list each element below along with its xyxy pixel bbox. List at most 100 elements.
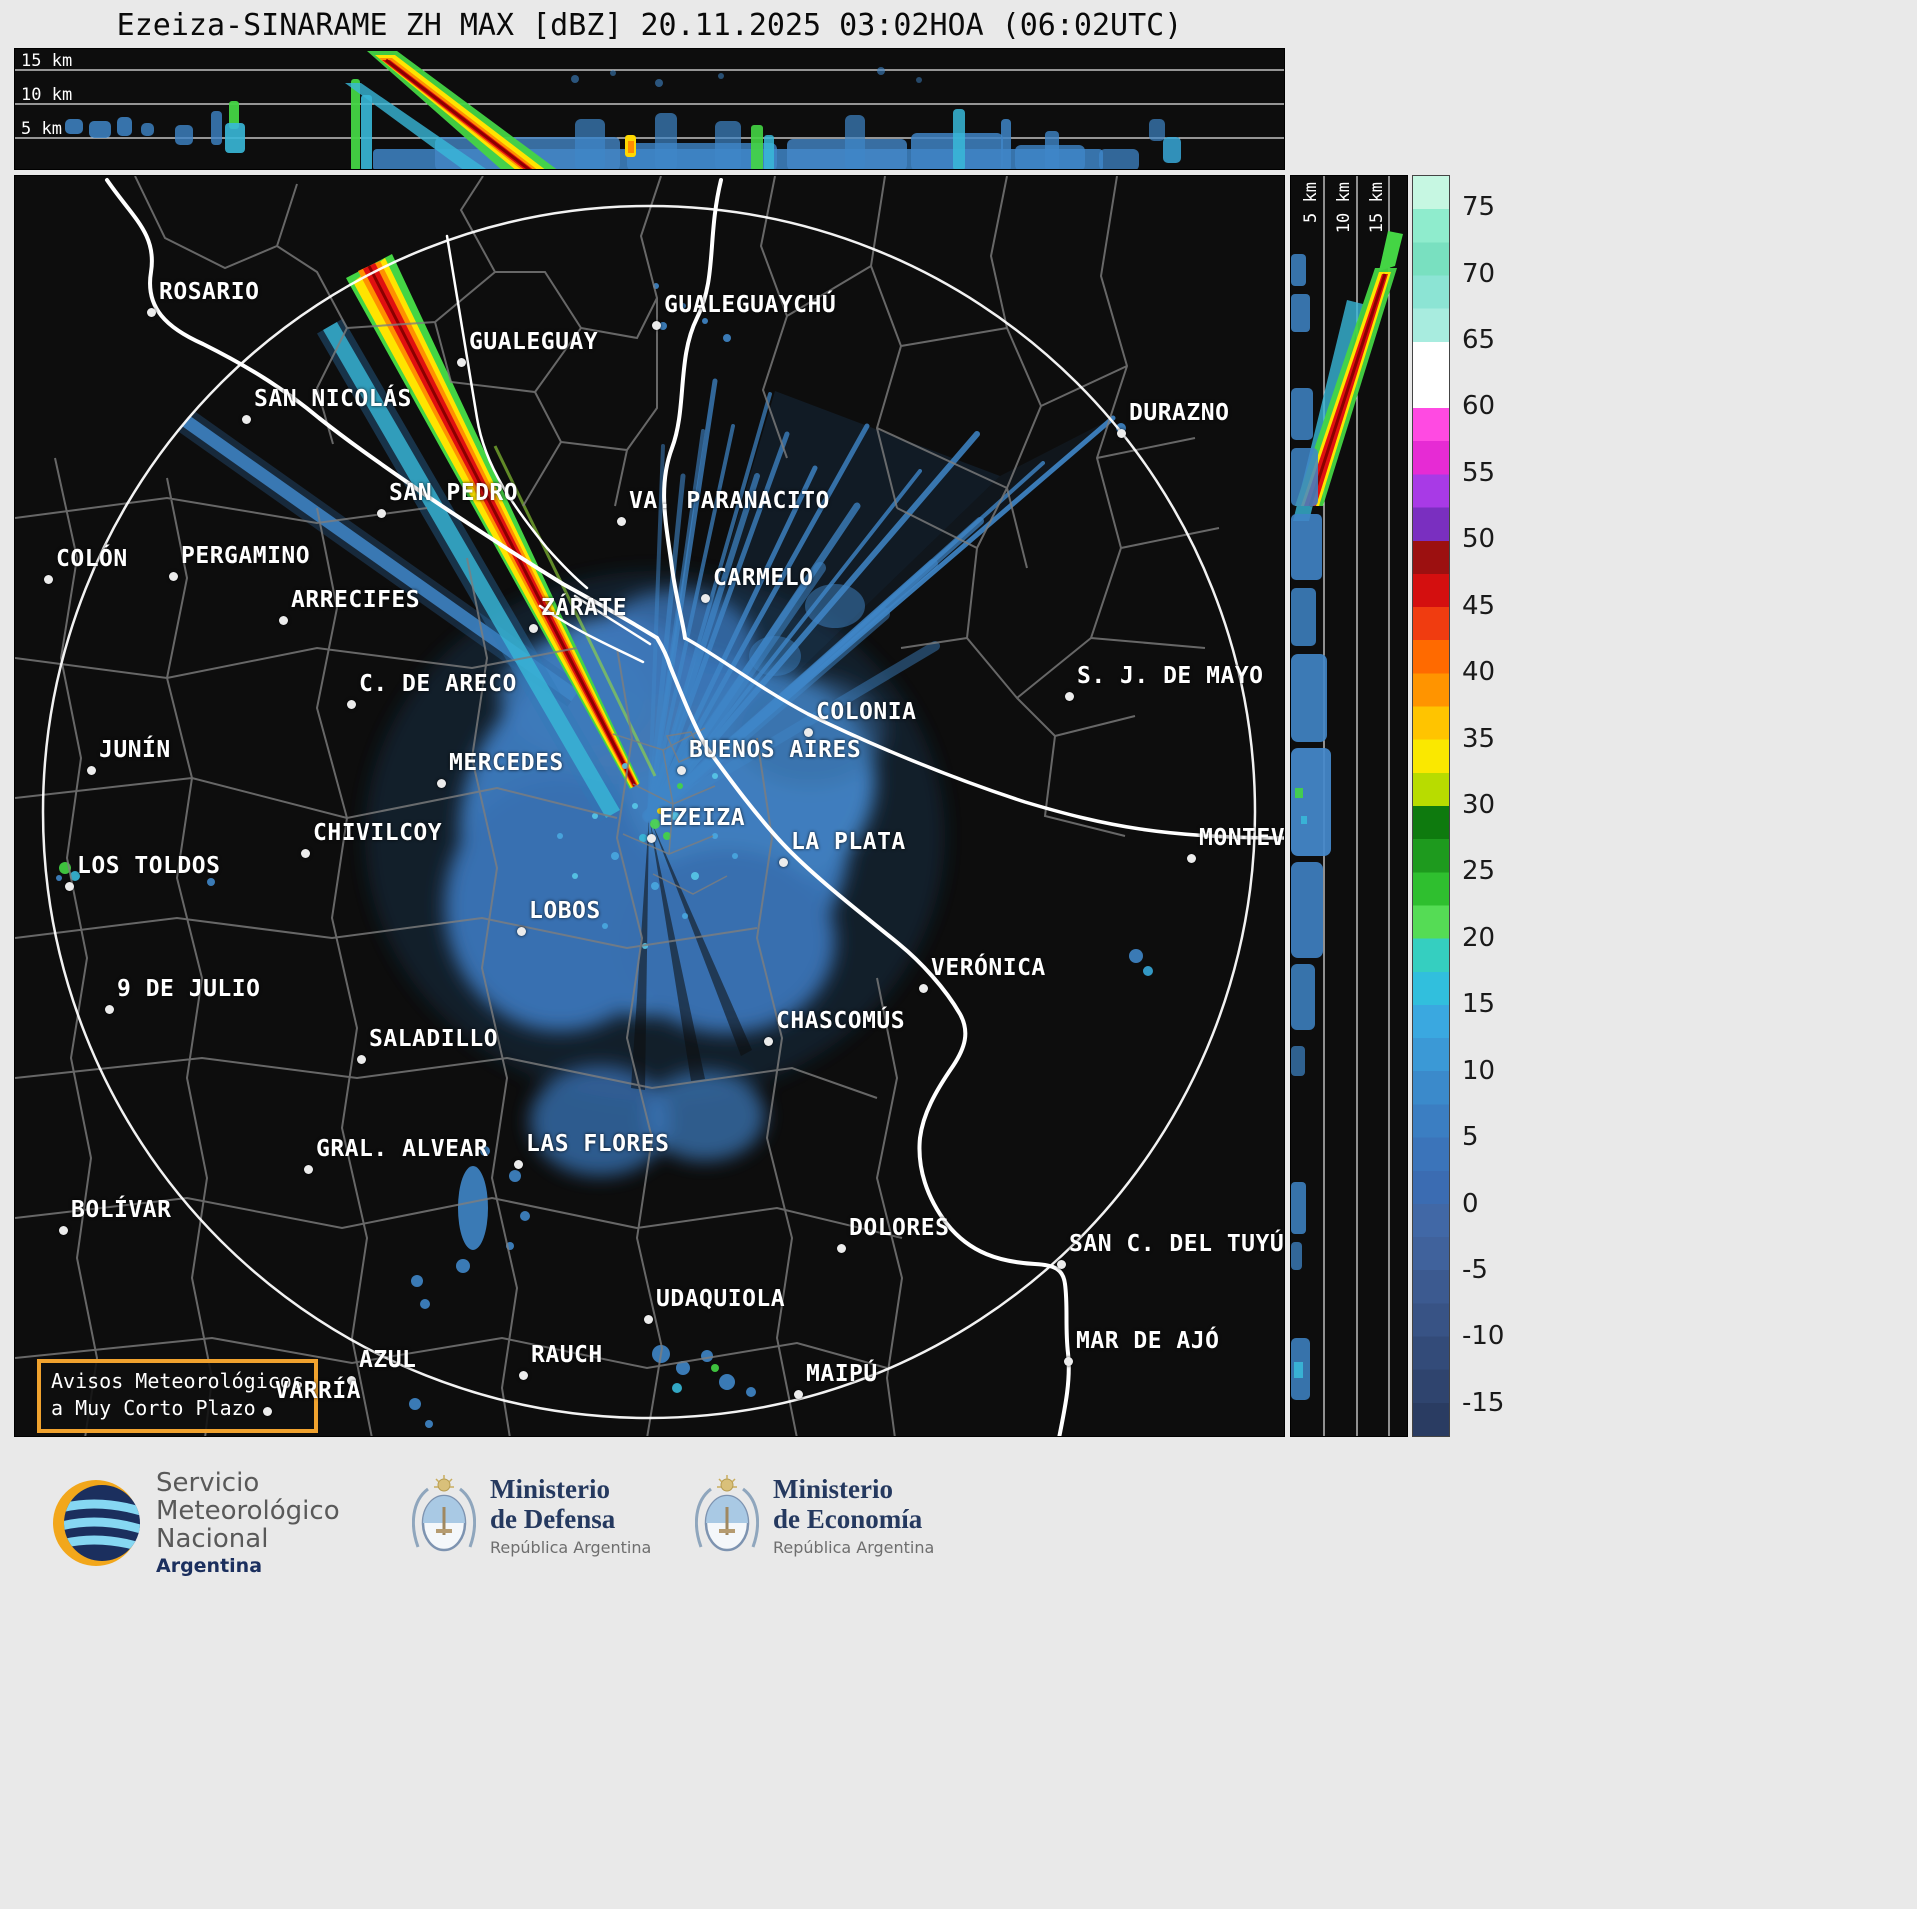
city-label: MAIPÚ <box>806 1361 878 1387</box>
city-marker <box>242 415 251 424</box>
city-label: CARMELO <box>713 565 814 591</box>
city-label: ARRECIFES <box>291 587 421 613</box>
city-marker <box>652 321 661 330</box>
city-marker <box>514 1160 523 1169</box>
colorbar-tick-label: -5 <box>1462 1254 1488 1285</box>
altitude-gridlines <box>15 69 1284 139</box>
city-marker <box>263 1407 272 1416</box>
city-marker <box>87 766 96 775</box>
smn-name-line3: Nacional <box>156 1524 269 1554</box>
city-layer: ROSARIO GUALEGUAYCHÚ GUALEGUAY SAN NICOLÁS D… <box>15 176 1284 1436</box>
altitude-label-5km-right: 5 km <box>1301 182 1321 223</box>
defensa-subtitle: República Argentina <box>490 1537 652 1557</box>
colorbar-tick-label: 45 <box>1462 590 1496 621</box>
colorbar-tick-label: -10 <box>1462 1321 1505 1352</box>
city-marker <box>279 616 288 625</box>
city-label: EZEIZA <box>659 805 746 831</box>
city-marker <box>44 575 53 584</box>
smn-country: Argentina <box>156 1555 263 1577</box>
altitude-label-5km: 5 km <box>21 119 62 139</box>
city-label: LOS TOLDOS <box>77 853 221 879</box>
product-title: Ezeiza-SINARAME ZH MAX [dBZ] 20.11.2025 … <box>116 8 1183 43</box>
city-marker <box>347 700 356 709</box>
city-label: RAUCH <box>531 1342 603 1368</box>
city-label: VA. PARANACITO <box>629 488 830 514</box>
city-label: COLONIA <box>816 699 917 725</box>
city-label: MERCEDES <box>449 750 564 776</box>
city-marker <box>301 849 310 858</box>
defensa-logo-group: Ministerio de Defensa República Argentin… <box>412 1473 651 1557</box>
colorbar-tick-label: 5 <box>1462 1122 1479 1153</box>
radar-map-panel: Avisos Meteorológicos a Muy Corto Plazo … <box>14 175 1285 1437</box>
city-label: GUALEGUAY <box>469 329 599 355</box>
city-label: 9 DE JULIO <box>117 976 261 1002</box>
colorbar-tick-label: 10 <box>1462 1055 1496 1086</box>
colorbar-tick-label: 75 <box>1462 192 1496 223</box>
colorbar-tick-label: 60 <box>1462 391 1496 422</box>
city-marker <box>304 1165 313 1174</box>
colorbar-tick-label: 65 <box>1462 325 1496 356</box>
smn-name-line2: Meteorológico <box>156 1496 340 1526</box>
city-label: CHASCOMÚS <box>776 1008 906 1034</box>
warning-notice-line2: a Muy Corto Plazo <box>51 1396 256 1420</box>
city-marker <box>837 1244 846 1253</box>
right-profile-echoes <box>1291 231 1403 1400</box>
right-profile-panel: 5 km 10 km 15 km <box>1290 175 1408 1437</box>
colorbar-tick-label: 15 <box>1462 989 1496 1020</box>
colorbar-tick-label: 0 <box>1462 1188 1479 1219</box>
city-label: LOBOS <box>529 898 601 924</box>
colorbar-tick-label: 25 <box>1462 856 1496 887</box>
colorbar-tick-label: -15 <box>1462 1387 1505 1418</box>
city-label: SALADILLO <box>369 1026 499 1052</box>
city-marker <box>779 858 788 867</box>
city-label: ROSARIO <box>159 279 260 305</box>
city-marker <box>357 1055 366 1064</box>
city-label: COLÓN <box>56 546 128 572</box>
altitude-label-15km-right: 15 km <box>1367 182 1387 234</box>
city-marker <box>457 358 466 367</box>
defensa-name-line2: de Defensa <box>490 1503 616 1534</box>
city-marker <box>1064 1357 1073 1366</box>
city-marker <box>764 1037 773 1046</box>
city-marker <box>59 1226 68 1235</box>
city-label: BUENOS AIRES <box>689 737 862 763</box>
coat-of-arms-icon <box>412 1475 476 1552</box>
city-marker <box>617 517 626 526</box>
city-label: VERÓNICA <box>931 955 1046 981</box>
nw-interference-spike <box>317 254 657 822</box>
city-label: S. J. DE MAYO <box>1077 663 1264 689</box>
city-marker <box>105 1005 114 1014</box>
city-marker <box>519 1371 528 1380</box>
radar-map-plot <box>15 176 1284 1436</box>
city-marker <box>919 984 928 993</box>
city-label: UDAQUIOLA <box>656 1286 786 1312</box>
right-profile-plot <box>1291 176 1403 1436</box>
city-marker <box>169 572 178 581</box>
colorbar-tick-label: 30 <box>1462 790 1496 820</box>
admin-boundaries <box>15 176 1220 1436</box>
colorbar-tick-label: 70 <box>1462 258 1496 289</box>
city-marker <box>1117 429 1126 438</box>
range-ring <box>41 204 1257 1420</box>
economia-name-line2: de Economía <box>773 1503 923 1534</box>
city-label: ZÁRATE <box>541 595 628 621</box>
smn-logo-icon <box>53 1480 140 1566</box>
city-marker <box>377 509 386 518</box>
city-label: CHIVILCOY <box>313 820 443 846</box>
city-marker <box>347 1376 356 1385</box>
ne-interference-spokes <box>642 378 1116 823</box>
city-label: PERGAMINO <box>181 543 311 569</box>
city-label: BOLÍVAR <box>71 1197 172 1223</box>
city-label: AZUL <box>359 1347 417 1373</box>
city-marker <box>804 728 813 737</box>
city-label: DURAZNO <box>1129 400 1230 426</box>
city-marker <box>529 624 538 633</box>
coat-of-arms-icon <box>695 1475 759 1552</box>
economia-name-line1: Ministerio <box>773 1473 893 1504</box>
city-label: GRAL. ALVEAR <box>316 1136 489 1162</box>
city-label: DOLORES <box>849 1215 950 1241</box>
warning-notice-box: Avisos Meteorológicos a Muy Corto Plazo <box>37 1359 318 1433</box>
smn-name-line1: Servicio <box>156 1468 260 1498</box>
city-label: MAR DE AJÓ <box>1076 1328 1220 1354</box>
